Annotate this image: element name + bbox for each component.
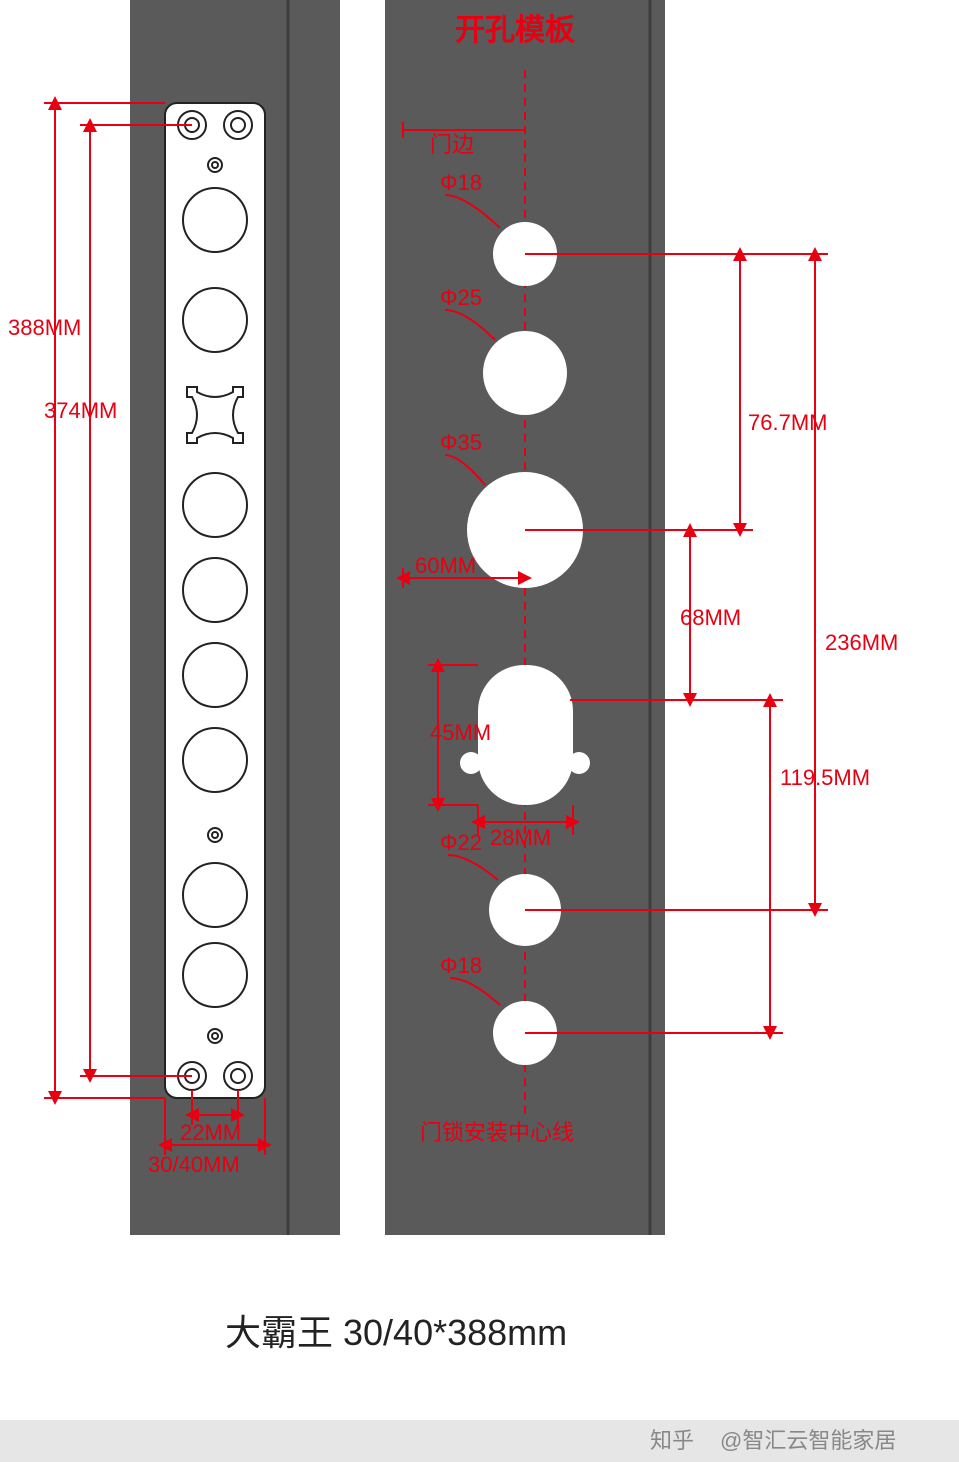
dim-388mm-label: 388MM bbox=[8, 315, 81, 340]
hole-18-bot-label: Φ18 bbox=[440, 953, 482, 978]
hole-25 bbox=[483, 331, 567, 415]
centerline-label: 门锁安装中心线 bbox=[420, 1120, 574, 1145]
door-edge-label: 门边 bbox=[430, 132, 474, 157]
dim-22mm-label: 22MM bbox=[180, 1120, 241, 1145]
hole-22-label: Φ22 bbox=[440, 830, 482, 855]
hole-35-label: Φ35 bbox=[440, 430, 482, 455]
dim-119-5-label: 119.5MM bbox=[780, 765, 870, 790]
dim-28mm-label: 28MM bbox=[490, 825, 551, 850]
left-group: 388MM 374MM 22MM 30/40MM bbox=[8, 0, 340, 1235]
caption: 大霸王 30/40*388mm bbox=[225, 1312, 567, 1353]
hole-25-label: Φ25 bbox=[440, 285, 482, 310]
right-group: 开孔模板 门边 Φ18 Φ25 Φ35 bbox=[385, 0, 898, 1235]
hole-18-top-label: Φ18 bbox=[440, 170, 482, 195]
watermark-left: 知乎 bbox=[650, 1428, 694, 1453]
title-right: 开孔模板 bbox=[455, 14, 575, 47]
dim-45mm-label: 45MM bbox=[430, 720, 491, 745]
dim-60mm-label: 60MM bbox=[415, 553, 476, 578]
dim-374mm-label: 374MM bbox=[44, 398, 117, 423]
dim-236-label: 236MM bbox=[825, 630, 898, 655]
dim-3040mm-label: 30/40MM bbox=[148, 1152, 240, 1177]
dim-68-label: 68MM bbox=[680, 605, 741, 630]
watermark-right: @智汇云智能家居 bbox=[720, 1428, 896, 1453]
